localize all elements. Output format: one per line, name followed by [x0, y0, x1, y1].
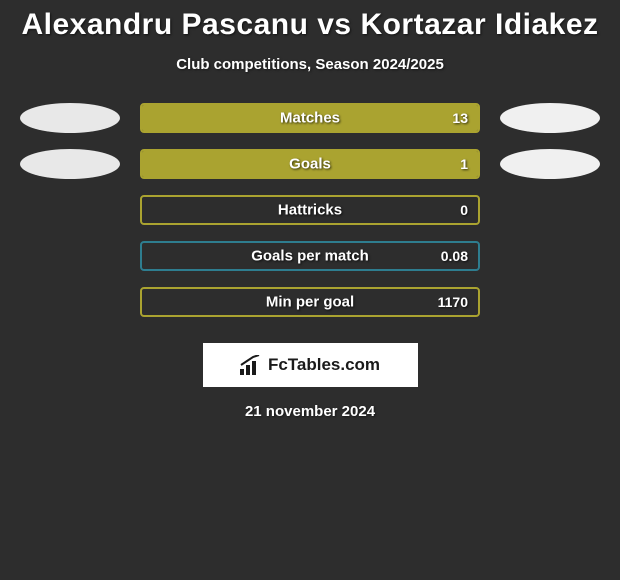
bar-label: Goals per match — [251, 248, 369, 265]
bar-label: Min per goal — [266, 294, 354, 311]
page-title: Alexandru Pascanu vs Kortazar Idiakez — [0, 8, 620, 42]
bar-value: 0 — [460, 202, 468, 218]
stat-bar: Hattricks 0 — [140, 195, 480, 225]
bar-value: 0.08 — [441, 248, 468, 264]
logo-text: FcTables.com — [268, 355, 380, 375]
bar-value: 13 — [452, 110, 468, 126]
right-ellipse — [500, 103, 600, 133]
bar-label: Goals — [289, 156, 331, 173]
left-ellipse — [20, 103, 120, 133]
stat-row: Min per goal 1170 — [0, 287, 620, 317]
left-ellipse — [20, 149, 120, 179]
bar-label: Matches — [280, 110, 340, 127]
stat-row: Goals 1 — [0, 149, 620, 179]
right-ellipse — [500, 149, 600, 179]
comparison-widget: Alexandru Pascanu vs Kortazar Idiakez Cl… — [0, 0, 620, 420]
stat-row: Hattricks 0 — [0, 195, 620, 225]
date-line: 21 november 2024 — [0, 403, 620, 420]
bar-value: 1 — [460, 156, 468, 172]
stat-bar: Goals per match 0.08 — [140, 241, 480, 271]
logo-chart-icon — [240, 355, 262, 375]
stat-bar: Matches 13 — [140, 103, 480, 133]
stat-rows: Matches 13 Goals 1 Hattricks 0 Goals per match… — [0, 103, 620, 317]
bar-value: 1170 — [438, 294, 468, 310]
bar-label: Hattricks — [278, 202, 342, 219]
stat-row: Matches 13 — [0, 103, 620, 133]
subtitle: Club competitions, Season 2024/2025 — [0, 56, 620, 73]
logo-box[interactable]: FcTables.com — [203, 343, 418, 387]
stat-bar: Goals 1 — [140, 149, 480, 179]
stat-row: Goals per match 0.08 — [0, 241, 620, 271]
stat-bar: Min per goal 1170 — [140, 287, 480, 317]
